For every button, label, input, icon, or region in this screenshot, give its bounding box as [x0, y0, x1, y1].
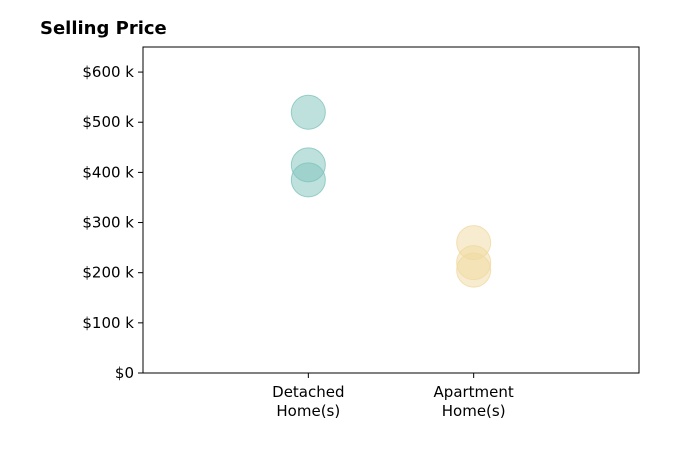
chart-title: Selling Price: [40, 18, 167, 39]
x-tick-label: Home(s): [276, 402, 340, 420]
x-tick-label: Apartment: [434, 383, 514, 401]
x-tick-label: Detached: [272, 383, 344, 401]
point: [290, 94, 326, 130]
y-tick-label: $300 k: [82, 214, 134, 232]
y-tick-label: $200 k: [82, 264, 134, 282]
plot-frame: [142, 46, 640, 374]
point: [290, 162, 326, 198]
y-tick-label: $400 k: [82, 163, 134, 181]
y-tick-label: $100 k: [82, 314, 134, 332]
y-tick-label: $0: [115, 364, 134, 382]
y-tick-label: $600 k: [82, 63, 134, 81]
point: [456, 252, 492, 288]
y-tick-label: $500 k: [82, 113, 134, 131]
x-tick-label: Home(s): [442, 402, 506, 420]
